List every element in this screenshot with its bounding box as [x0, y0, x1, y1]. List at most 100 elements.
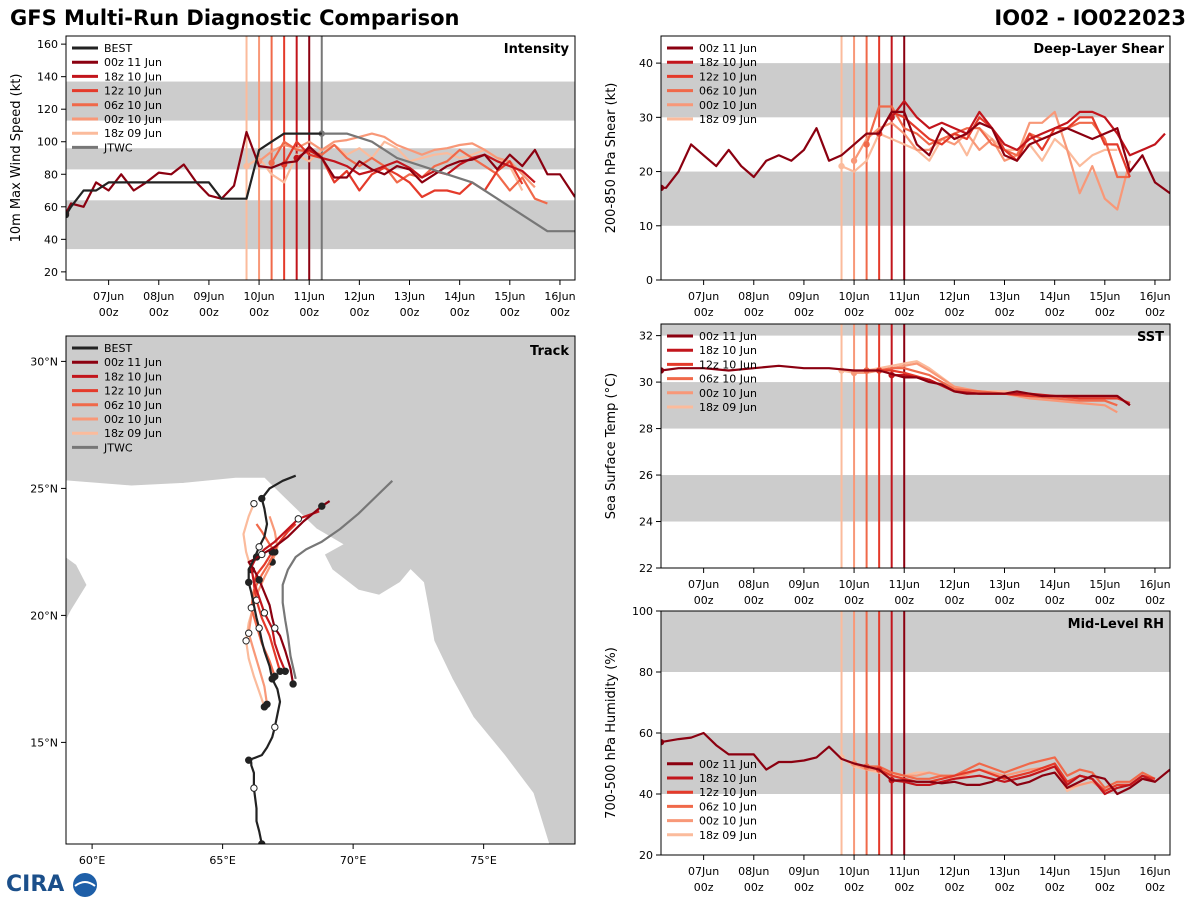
y-tick-label: 25°N [30, 482, 58, 495]
x-tick-sublabel: 00z [1095, 306, 1115, 319]
x-tick-label: 07Jun [688, 865, 719, 878]
x-tick-sublabel: 00z [1045, 594, 1065, 607]
legend-label: 00z 10 Jun [104, 113, 162, 126]
x-tick-sublabel: 00z [844, 306, 864, 319]
series-line-00z-11-jun [66, 130, 575, 214]
legend-label: 18z 10 Jun [104, 370, 162, 383]
x-tick-sublabel: 00z [1145, 306, 1165, 319]
x-tick-label: 12Jun [939, 578, 970, 591]
x-tick-sublabel: 00z [694, 306, 714, 319]
x-tick-sublabel: 00z [1095, 594, 1115, 607]
x-tick-sublabel: 00z [550, 306, 570, 319]
track-position-marker [281, 667, 289, 675]
series-line-12z-10-jun [878, 110, 1131, 178]
legend-label: 12z 10 Jun [699, 358, 757, 371]
x-tick-label: 15Jun [1089, 290, 1120, 303]
x-tick-label: 12Jun [939, 865, 970, 878]
x-tick-label: 13Jun [394, 290, 425, 303]
x-tick-sublabel: 00z [400, 306, 420, 319]
shaded-band [661, 382, 1170, 429]
y-tick-label: 160 [37, 38, 58, 51]
x-tick-sublabel: 00z [1045, 306, 1065, 319]
y-tick-label: 80 [44, 168, 58, 181]
series-group [661, 731, 1170, 796]
y-tick-label: 120 [37, 103, 58, 116]
y-axis-label: 10m Max Wind Speed (kt) [9, 74, 24, 243]
y-tick-label: 30 [639, 376, 653, 389]
track-position-marker [258, 494, 266, 503]
x-tick-label: 11Jun [889, 290, 920, 303]
y-tick-label: 0 [646, 274, 653, 287]
x-tick-sublabel: 00z [450, 306, 470, 319]
series-start-marker [661, 738, 665, 746]
track-position-marker [271, 723, 279, 731]
series-line-06z-10-jun [866, 367, 1118, 407]
x-tick-sublabel: 00z [349, 306, 369, 319]
legend-label: 18z 10 Jun [699, 772, 757, 785]
x-tick-label: 07Jun [93, 290, 124, 303]
x-tick-label: 60°E [79, 854, 105, 867]
y-tick-label: 140 [37, 71, 58, 84]
figure-title: GFS Multi-Run Diagnostic Comparison [10, 6, 460, 30]
x-tick-label: 09Jun [788, 865, 819, 878]
y-tick-label: 20 [44, 266, 58, 279]
track-position-marker [294, 515, 303, 523]
x-tick-sublabel: 00z [894, 594, 914, 607]
y-axis-label: Sea Surface Temp (°C) [604, 373, 619, 520]
x-tick-label: 14Jun [1039, 578, 1070, 591]
x-tick-sublabel: 00z [995, 306, 1015, 319]
legend-label: 18z 09 Jun [699, 113, 757, 126]
legend-label: 18z 09 Jun [104, 427, 162, 440]
legend-label: 12z 10 Jun [104, 385, 162, 398]
x-tick-label: 13Jun [989, 865, 1020, 878]
series-line-18z-09-jun [245, 140, 524, 192]
land-mass [66, 336, 575, 844]
x-tick-label: 08Jun [738, 578, 769, 591]
panel-label: Mid-Level RH [1068, 617, 1164, 632]
shaded-band [661, 324, 1170, 336]
panel-label: Intensity [504, 42, 570, 57]
y-tick-label: 40 [639, 788, 653, 801]
legend-label: 00z 11 Jun [104, 56, 162, 69]
x-tick-sublabel: 00z [1045, 881, 1065, 894]
legend-label: 00z 10 Jun [699, 387, 757, 400]
x-tick-label: 08Jun [143, 290, 174, 303]
series-group [66, 130, 575, 233]
track-position-marker [258, 550, 266, 559]
series-line-00z-10-jun [258, 132, 536, 189]
x-tick-sublabel: 00z [744, 306, 764, 319]
x-tick-label: 11Jun [889, 578, 920, 591]
track-position-marker [271, 624, 279, 632]
y-tick-label: 60 [639, 727, 653, 740]
x-tick-sublabel: 00z [1145, 594, 1165, 607]
x-tick-sublabel: 00z [794, 594, 814, 607]
series-line-06z-10-jun [866, 756, 1156, 790]
series-start-marker [268, 159, 275, 167]
x-tick-label: 08Jun [738, 290, 769, 303]
land-mass [66, 556, 88, 621]
x-tick-label: 11Jun [889, 865, 920, 878]
x-tick-label: 16Jun [1139, 578, 1170, 591]
x-tick-sublabel: 00z [199, 306, 219, 319]
x-tick-label: 11Jun [294, 290, 325, 303]
x-tick-sublabel: 00z [500, 306, 520, 319]
x-tick-label: 14Jun [1039, 865, 1070, 878]
series-line-00z-11-jun [661, 731, 1170, 796]
legend-label: 18z 10 Jun [699, 344, 757, 357]
legend-label: 00z 11 Jun [699, 758, 757, 771]
legend-label: 00z 10 Jun [104, 413, 162, 426]
series-line-jtwc [321, 132, 575, 233]
x-tick-sublabel: 00z [844, 594, 864, 607]
legend-label: 06z 10 Jun [699, 800, 757, 813]
x-tick-sublabel: 00z [894, 306, 914, 319]
x-tick-label: 10Jun [838, 865, 869, 878]
y-axis-label: 200-850 hPa Shear (kt) [604, 83, 619, 234]
y-tick-label: 40 [44, 233, 58, 246]
legend-label: 06z 10 Jun [699, 373, 757, 386]
track-position-marker [250, 499, 258, 508]
y-tick-label: 100 [37, 136, 58, 149]
x-tick-label: 65°E [209, 854, 235, 867]
series-line-00z-11-jun [661, 110, 1170, 195]
track-position-marker [242, 637, 250, 645]
